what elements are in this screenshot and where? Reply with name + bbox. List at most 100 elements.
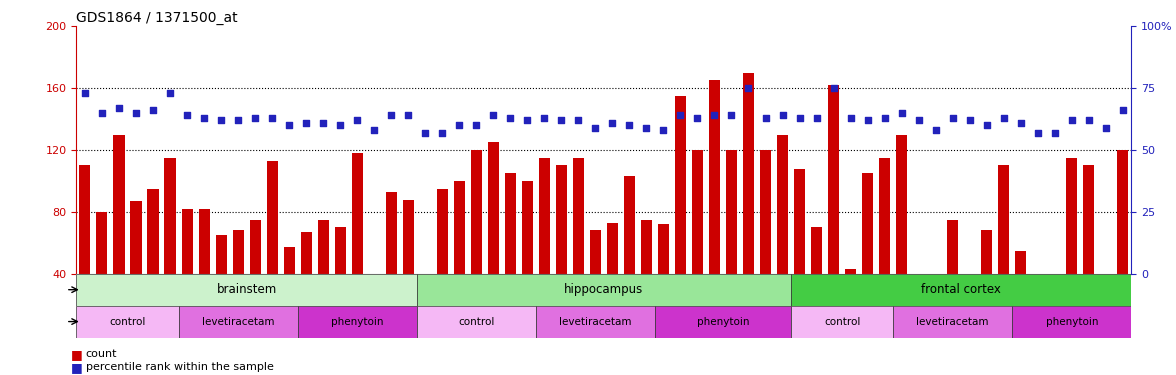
Point <box>706 112 724 118</box>
Point <box>280 122 299 128</box>
Point <box>773 112 791 118</box>
Bar <box>760 150 771 274</box>
Bar <box>318 220 328 274</box>
Bar <box>1049 274 1061 302</box>
Bar <box>113 135 125 274</box>
Point <box>739 85 757 91</box>
Text: count: count <box>86 350 118 359</box>
Point <box>688 115 707 121</box>
Bar <box>947 220 958 274</box>
Bar <box>402 200 414 274</box>
Text: levetiracetam: levetiracetam <box>916 316 989 327</box>
Point <box>450 122 469 128</box>
Point <box>1011 120 1030 126</box>
Point <box>927 127 946 133</box>
Bar <box>539 158 550 274</box>
Point <box>841 115 860 121</box>
Bar <box>791 274 1131 306</box>
Point <box>824 85 843 91</box>
Bar <box>470 150 482 274</box>
Point <box>348 117 367 123</box>
Bar <box>283 248 295 274</box>
Point <box>314 120 333 126</box>
Bar <box>131 201 141 274</box>
Bar <box>811 227 822 274</box>
Bar <box>76 274 416 306</box>
Bar <box>607 223 617 274</box>
Bar <box>1067 158 1077 274</box>
Point <box>637 125 656 131</box>
Text: levetiracetam: levetiracetam <box>202 316 274 327</box>
Bar <box>352 153 362 274</box>
Text: hippocampus: hippocampus <box>564 283 643 296</box>
Bar <box>1015 251 1027 274</box>
Bar <box>655 306 791 338</box>
Point <box>365 127 383 133</box>
Point <box>161 90 180 96</box>
Bar <box>436 189 448 274</box>
Point <box>875 115 894 121</box>
Bar <box>76 306 179 338</box>
Bar <box>791 306 893 338</box>
Text: levetiracetam: levetiracetam <box>559 316 632 327</box>
Bar <box>641 220 652 274</box>
Bar <box>709 80 720 274</box>
Bar <box>828 85 840 274</box>
Text: ■: ■ <box>71 361 82 374</box>
Bar <box>556 165 567 274</box>
Bar <box>862 173 873 274</box>
Bar <box>1117 150 1128 274</box>
Bar <box>1013 306 1131 338</box>
Bar <box>913 274 924 323</box>
Bar <box>454 181 465 274</box>
Bar <box>386 192 396 274</box>
Bar <box>1033 274 1043 315</box>
Bar <box>691 150 703 274</box>
Text: brainstem: brainstem <box>216 283 276 296</box>
Bar <box>301 232 312 274</box>
Point <box>517 117 536 123</box>
Point <box>178 112 196 118</box>
Point <box>620 122 639 128</box>
Bar <box>981 230 993 274</box>
Bar <box>536 306 655 338</box>
Bar <box>96 212 107 274</box>
Point <box>1028 130 1047 136</box>
Bar <box>794 169 806 274</box>
Bar <box>998 165 1009 274</box>
Bar <box>179 306 298 338</box>
Bar <box>505 173 516 274</box>
Bar <box>573 158 584 274</box>
Point <box>228 117 247 123</box>
Text: control: control <box>459 316 494 327</box>
Bar <box>1083 165 1095 274</box>
Bar <box>846 269 856 274</box>
Point <box>109 105 128 111</box>
Bar <box>657 224 669 274</box>
Point <box>756 115 775 121</box>
Bar <box>420 274 430 320</box>
Text: GDS1864 / 1371500_at: GDS1864 / 1371500_at <box>76 11 238 25</box>
Bar <box>880 158 890 274</box>
Point <box>127 110 146 116</box>
Bar <box>896 135 907 274</box>
Point <box>143 107 162 113</box>
Text: percentile rank within the sample: percentile rank within the sample <box>86 363 274 372</box>
Bar <box>416 306 536 338</box>
Point <box>467 122 486 128</box>
Point <box>296 120 315 126</box>
Bar <box>623 176 635 274</box>
Bar <box>368 274 380 278</box>
Bar <box>335 227 346 274</box>
Text: control: control <box>824 316 861 327</box>
Bar <box>590 230 601 274</box>
Bar <box>267 161 278 274</box>
Point <box>943 115 962 121</box>
Bar <box>199 209 209 274</box>
Bar <box>233 230 243 274</box>
Point <box>1114 107 1132 113</box>
Bar <box>893 306 1013 338</box>
Bar <box>147 189 159 274</box>
Bar <box>298 306 416 338</box>
Bar <box>1101 274 1111 297</box>
